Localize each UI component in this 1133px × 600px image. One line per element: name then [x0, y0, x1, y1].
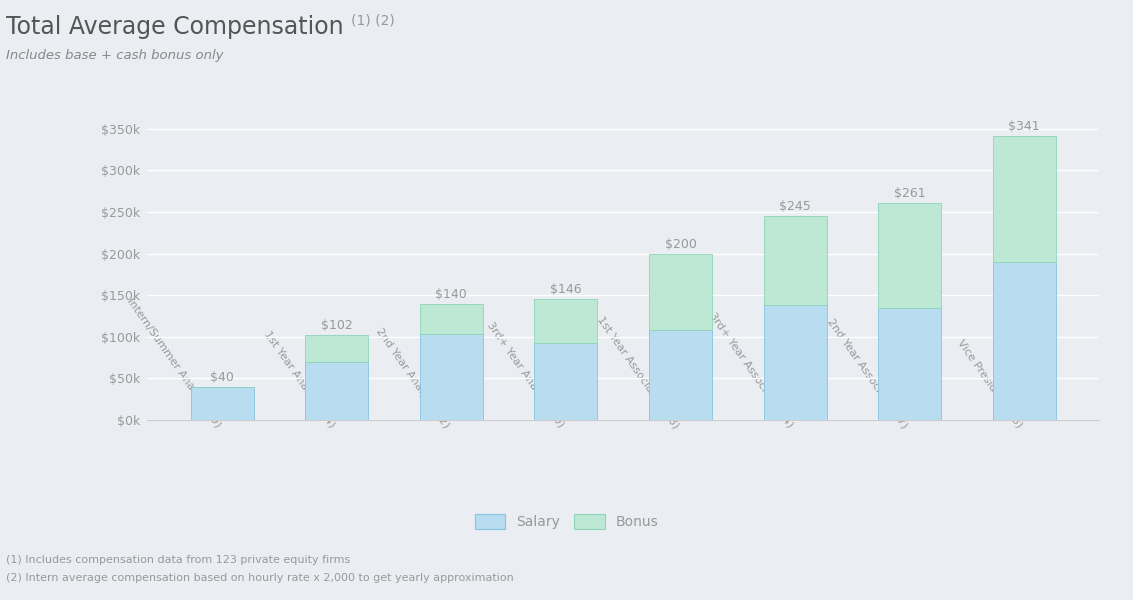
Bar: [649, 330, 712, 420]
Text: Includes base + cash bonus only: Includes base + cash bonus only: [6, 49, 223, 62]
Bar: [993, 136, 1056, 262]
Bar: [190, 387, 254, 420]
Text: $102: $102: [321, 319, 352, 332]
Bar: [305, 335, 368, 362]
Bar: [419, 304, 483, 334]
Text: $140: $140: [435, 287, 467, 301]
Text: $341: $341: [1008, 121, 1040, 133]
Text: $200: $200: [665, 238, 697, 251]
Text: $261: $261: [894, 187, 926, 200]
Legend: Salary, Bonus: Salary, Bonus: [468, 507, 665, 536]
Bar: [764, 216, 827, 305]
Bar: [764, 305, 827, 420]
Text: (2) Intern average compensation based on hourly rate x 2,000 to get yearly appro: (2) Intern average compensation based on…: [6, 573, 513, 583]
Bar: [878, 308, 942, 420]
Bar: [535, 299, 597, 343]
Text: Total Average Compensation: Total Average Compensation: [6, 15, 343, 39]
Bar: [878, 203, 942, 308]
Text: (1) (2): (1) (2): [351, 13, 395, 27]
Bar: [649, 254, 712, 330]
Text: $146: $146: [550, 283, 581, 296]
Bar: [419, 334, 483, 420]
Text: (1) Includes compensation data from 123 private equity firms: (1) Includes compensation data from 123 …: [6, 555, 350, 565]
Text: $40: $40: [210, 371, 235, 384]
Bar: [535, 343, 597, 420]
Bar: [993, 262, 1056, 420]
Text: $245: $245: [780, 200, 811, 213]
Bar: [305, 362, 368, 420]
